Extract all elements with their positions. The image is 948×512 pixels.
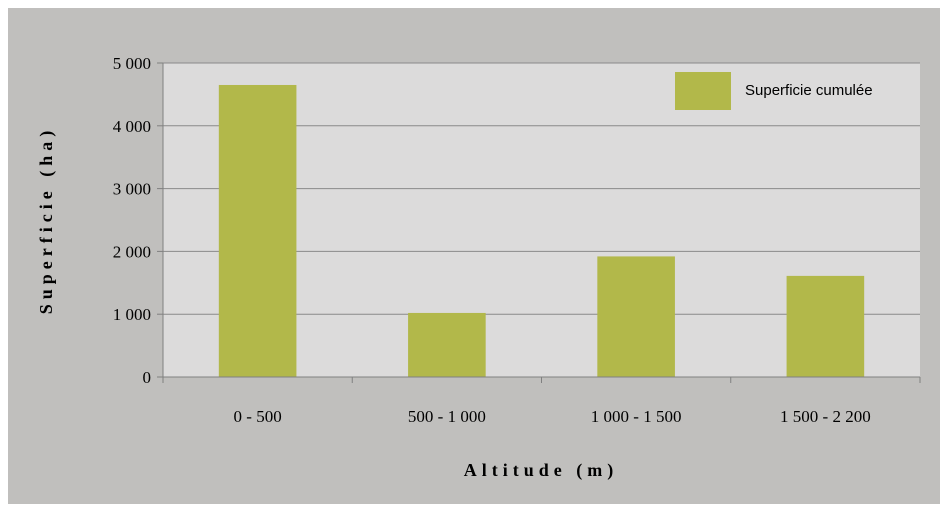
y-tick-label: 4 000 xyxy=(113,117,151,136)
y-tick-label: 3 000 xyxy=(113,180,151,199)
bars xyxy=(218,84,865,377)
bar-chart: 0 1 000 2 000 3 000 4 000 5 000 0 - 500 500 - … xyxy=(36,54,921,481)
chart-frame: 0 1 000 2 000 3 000 4 000 5 000 0 - 500 500 - … xyxy=(8,8,940,504)
x-tick-label: 1 000 - 1 500 xyxy=(591,407,682,426)
y-tick-label: 1 000 xyxy=(113,305,151,324)
x-axis-ticks: 0 - 500 500 - 1 000 1 000 - 1 500 1 500 - 2… xyxy=(162,377,921,426)
x-tick-label: 500 - 1 000 xyxy=(408,407,486,426)
x-tick-label: 0 - 500 xyxy=(234,407,282,426)
y-tick-label: 5 000 xyxy=(113,54,151,73)
legend-swatch xyxy=(675,72,731,110)
bar xyxy=(408,312,486,377)
bar xyxy=(786,275,865,377)
legend: Superficie cumulée xyxy=(675,72,873,110)
legend-label: Superficie cumulée xyxy=(745,82,873,99)
bar xyxy=(597,256,675,377)
x-tick-label: 1 500 - 2 200 xyxy=(780,407,871,426)
y-axis-ticks: 0 1 000 2 000 3 000 4 000 5 000 xyxy=(113,54,163,387)
y-axis-title: Superficie (ha) xyxy=(36,126,57,314)
x-axis-title: Altitude (m) xyxy=(464,460,618,481)
bar xyxy=(218,84,297,377)
y-tick-label: 0 xyxy=(143,368,152,387)
y-tick-label: 2 000 xyxy=(113,242,151,261)
